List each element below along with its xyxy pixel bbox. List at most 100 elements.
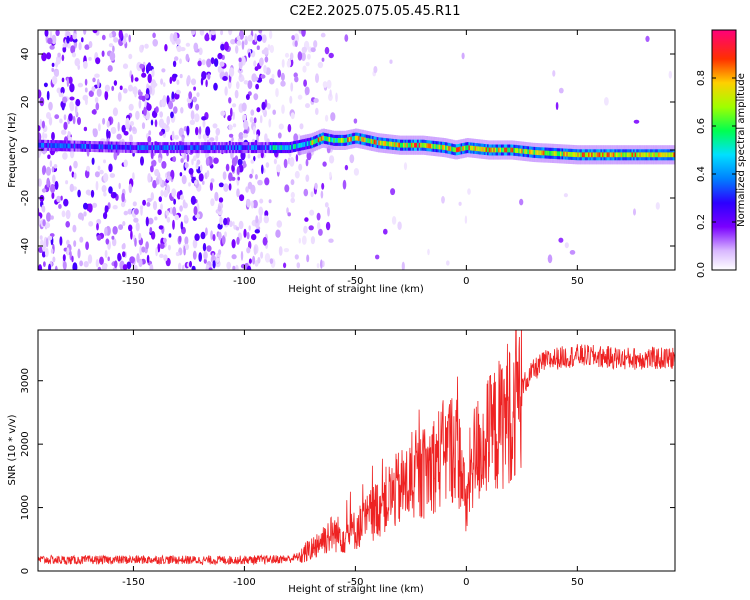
- heatmap-ridge-core: [126, 145, 129, 150]
- heatmap-ridge-core: [137, 145, 140, 150]
- heatmap-noise-cell: [71, 52, 77, 58]
- heatmap-noise-cell: [259, 214, 263, 224]
- heatmap-noise-cell: [198, 47, 203, 56]
- heatmap-noise-cell: [147, 62, 152, 72]
- heatmap-noise-cell: [259, 57, 264, 67]
- heatmap-ridge-core: [396, 142, 399, 148]
- heatmap-noise-cell: [205, 227, 208, 236]
- heatmap-ridge-core: [76, 143, 79, 149]
- heatmap-ridge-core: [199, 145, 202, 150]
- heatmap-ridge-core: [443, 145, 446, 150]
- heatmap-ridge-core: [589, 152, 592, 158]
- heatmap-noise-cell: [95, 57, 101, 65]
- heatmap-ridge-core: [121, 144, 124, 150]
- heatmap-noise-cell: [324, 114, 329, 122]
- snr-y-tick-label: 0: [20, 568, 31, 574]
- heatmap-noise-cell: [92, 77, 96, 83]
- heatmap-ridge-core: [434, 144, 436, 149]
- snr-x-tick-label: -150: [122, 577, 145, 588]
- heatmap-ridge-core: [373, 139, 376, 145]
- heatmap-noise-cell: [180, 107, 184, 114]
- heatmap-noise-cell: [79, 236, 84, 243]
- heatmap-noise-cell: [77, 189, 81, 198]
- heatmap-noise-cell: [130, 74, 134, 83]
- heatmap-noise-cell: [112, 238, 117, 247]
- heatmap-noise-cell: [147, 73, 152, 84]
- heatmap-noise-cell: [246, 265, 252, 270]
- heatmap-ridge-core: [67, 143, 70, 149]
- heatmap-ridge-core: [207, 145, 210, 150]
- heatmap-ridge-core: [173, 145, 175, 150]
- heatmap-noise-cell: [221, 235, 226, 245]
- heatmap-ridge-core: [539, 150, 542, 156]
- heatmap-ridge-core: [547, 150, 550, 156]
- heatmap-ridge-core: [384, 141, 387, 146]
- heatmap-ridge-core: [653, 152, 655, 158]
- heatmap-noise-cell: [313, 40, 318, 48]
- heatmap-ridge-core: [295, 143, 298, 149]
- heatmap-noise-cell: [275, 87, 279, 98]
- heatmap-ridge-core: [598, 152, 601, 158]
- heatmap-noise-cell: [96, 223, 99, 231]
- heatmap-noise-cell: [38, 264, 43, 270]
- colorbar-label: Normalized spectral amplitude: [736, 73, 747, 227]
- heatmap-noise-cell: [108, 43, 114, 48]
- heatmap-ridge-core: [177, 145, 180, 150]
- heatmap-noise-cell: [240, 76, 245, 82]
- heatmap-noise-cell: [238, 132, 244, 140]
- heatmap-noise-cell: [231, 176, 236, 181]
- heatmap-noise-cell: [160, 189, 164, 197]
- heatmap-noise-cell: [291, 35, 295, 41]
- heatmap-ridge-core: [358, 136, 360, 141]
- heatmap-ridge-core: [350, 136, 353, 142]
- heatmap-ridge-core: [639, 152, 642, 158]
- heatmap-noise-cell: [210, 32, 216, 41]
- heatmap-ridge-core: [264, 145, 267, 150]
- heatmap-noise-cell: [246, 247, 251, 254]
- heatmap-noise-cell: [38, 150, 41, 158]
- heatmap-noise-cell: [112, 226, 118, 235]
- heatmap-ridge-core: [533, 150, 536, 155]
- heatmap-noise-cell: [247, 181, 253, 190]
- heatmap-ridge-core: [636, 152, 638, 158]
- heatmap-noise-cell: [254, 76, 259, 81]
- heatmap-ridge-core: [378, 140, 381, 146]
- heatmap-noise-cell: [307, 53, 311, 60]
- heatmap-noise-cell: [290, 191, 295, 199]
- heatmap-noise-cell: [238, 220, 244, 230]
- heatmap-noise-cell: [60, 86, 65, 95]
- heatmap-noise-cell: [147, 217, 154, 225]
- heatmap-noise-cell: [58, 204, 62, 209]
- heatmap-ridge-core: [670, 152, 673, 158]
- heatmap-ridge-core: [165, 145, 168, 150]
- heatmap-noise-cell: [176, 79, 180, 85]
- heatmap-noise-cell: [238, 59, 243, 70]
- heatmap-ridge-core: [530, 149, 533, 155]
- heatmap-noise-cell: [167, 244, 171, 251]
- heatmap-noise-cell: [194, 180, 198, 185]
- heatmap-noise-cell: [268, 118, 272, 128]
- heatmap-noise-cell: [83, 261, 89, 268]
- heatmap-noise-cell: [176, 45, 182, 53]
- heatmap-noise-cell: [116, 133, 122, 140]
- heatmap-ridge-core: [281, 145, 284, 150]
- heatmap-ridge-core: [642, 152, 645, 158]
- heatmap-noise-cell: [173, 198, 177, 205]
- heatmap-ridge-core: [567, 151, 570, 157]
- heatmap-noise-cell: [205, 157, 210, 167]
- heatmap-noise-cell: [54, 114, 60, 120]
- heatmap-ridge-core: [272, 145, 275, 150]
- heatmap-noise-cell: [113, 192, 117, 198]
- heatmap-noise-cell: [310, 236, 315, 245]
- heatmap-ridge-core: [412, 142, 415, 148]
- heatmap-noise-cell: [48, 101, 53, 111]
- heatmap-ridge-core: [233, 145, 236, 150]
- heatmap-noise-cell: [519, 198, 524, 206]
- heatmap-noise-cell: [184, 236, 189, 246]
- heatmap-noise-cell: [71, 171, 75, 178]
- heatmap-ridge-core: [345, 137, 348, 143]
- heatmap-noise-cell: [162, 95, 167, 103]
- heatmap-ridge-core: [347, 137, 349, 143]
- heatmap-noise-cell: [55, 57, 61, 65]
- heatmap-ridge-core: [210, 145, 213, 150]
